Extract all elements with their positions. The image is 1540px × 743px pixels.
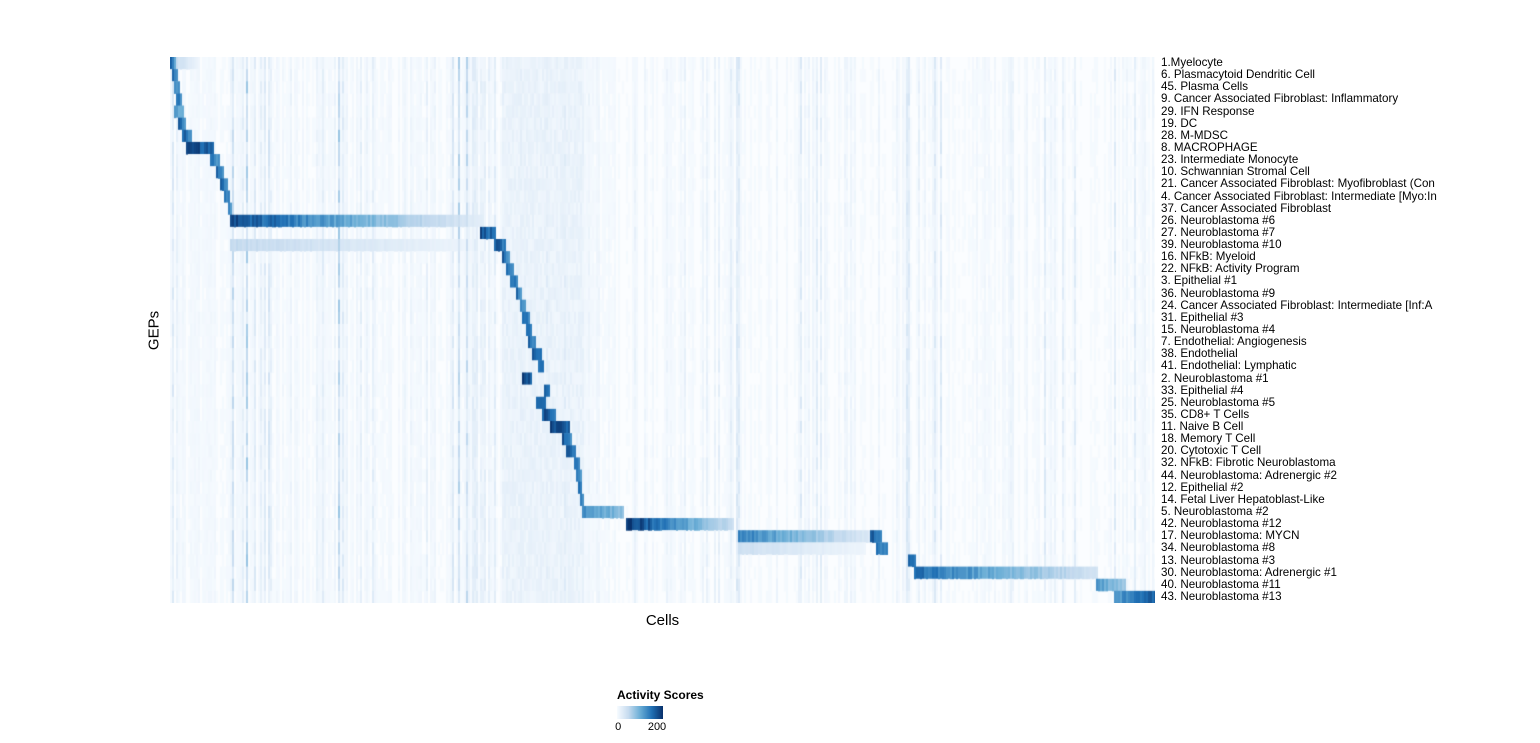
- row-label: 34. Neuroblastoma #8: [1161, 541, 1276, 555]
- row-label: 44. Neuroblastoma: Adrenergic #2: [1161, 468, 1337, 482]
- legend-tick-min: 0: [615, 721, 622, 733]
- row-label: 20. Cytotoxic T Cell: [1161, 444, 1262, 458]
- legend-title: Activity Scores: [617, 688, 704, 702]
- row-label: 35. CD8+ T Cells: [1161, 407, 1250, 421]
- row-label: 10. Schwannian Stromal Cell: [1161, 165, 1310, 179]
- row-label: 13. Neuroblastoma #3: [1161, 553, 1276, 567]
- row-label: 32. NFkB: Fibrotic Neuroblastoma: [1161, 456, 1336, 470]
- row-label: 29. IFN Response: [1161, 104, 1255, 118]
- row-label: 45. Plasma Cells: [1161, 80, 1248, 94]
- y-axis-label: GEPs: [145, 310, 163, 351]
- row-labels: 1.Myelocyte 6. Plasmacytoid Dendritic Cel…: [1161, 57, 1540, 603]
- heatmap-canvas: [170, 57, 1155, 603]
- row-label: 30. Neuroblastoma: Adrenergic #1: [1161, 565, 1337, 579]
- row-label: 7. Endothelial: Angiogenesis: [1161, 335, 1307, 349]
- row-label: 4. Cancer Associated Fibroblast: Interme…: [1161, 189, 1437, 203]
- row-label: 15. Neuroblastoma #4: [1161, 323, 1276, 336]
- row-label: 19. DC: [1161, 116, 1198, 130]
- row-label: 38. Endothelial: [1161, 347, 1238, 361]
- legend-gradient-bar: [617, 706, 663, 719]
- legend: Activity Scores 0 200: [615, 688, 737, 735]
- row-label: 41. Endothelial: Lymphatic: [1161, 359, 1297, 373]
- row-label: 42. Neuroblastoma #12: [1161, 517, 1282, 531]
- row-label: 8. MACROPHAGE: [1161, 141, 1258, 154]
- row-label: 2. Neuroblastoma #1: [1161, 371, 1269, 385]
- row-label: 9. Cancer Associated Fibroblast: Inflamm…: [1161, 92, 1399, 106]
- row-label: 11. Naive B Cell: [1161, 420, 1244, 434]
- row-label: 27. Neuroblastoma #7: [1161, 225, 1276, 239]
- row-label: 23. Intermediate Monocyte: [1161, 153, 1299, 167]
- x-axis-label: Cells: [645, 612, 680, 629]
- row-label: 33. Epithelial #4: [1161, 383, 1244, 397]
- row-label: 3. Epithelial #1: [1161, 274, 1238, 288]
- row-label: 5. Neuroblastoma #2: [1161, 505, 1269, 518]
- row-label: 18. Memory T Cell: [1161, 432, 1256, 446]
- row-label: 28. M-MDSC: [1161, 128, 1228, 142]
- legend-tick-max: 200: [647, 721, 667, 733]
- row-label: 16. NFkB: Myeloid: [1161, 250, 1256, 264]
- row-label: 1.Myelocyte: [1161, 56, 1223, 70]
- row-label: 21. Cancer Associated Fibroblast: Myofib…: [1161, 177, 1435, 191]
- row-label: 40. Neuroblastoma #11: [1161, 577, 1281, 591]
- row-label: 26. Neuroblastoma #6: [1161, 213, 1276, 227]
- row-label: 36. Neuroblastoma #9: [1161, 286, 1276, 300]
- row-label: 22. NFkB: Activity Program: [1161, 262, 1300, 276]
- legend-ticks: 0 200: [615, 721, 737, 735]
- row-label: 17. Neuroblastoma: MYCN: [1161, 529, 1300, 543]
- row-label: 14. Fetal Liver Hepatoblast-Like: [1161, 492, 1325, 506]
- row-label: 25. Neuroblastoma #5: [1161, 395, 1276, 409]
- row-label: 24. Cancer Associated Fibroblast: Interm…: [1161, 298, 1433, 312]
- row-label: 39. Neuroblastoma #10: [1161, 238, 1282, 252]
- row-label: 31. Epithelial #3: [1161, 310, 1244, 324]
- row-label: 37. Cancer Associated Fibroblast: [1161, 201, 1332, 215]
- row-label: 12. Epithelial #2: [1161, 480, 1244, 494]
- row-label: 43. Neuroblastoma #13: [1161, 589, 1282, 603]
- row-label: 6. Plasmacytoid Dendritic Cell: [1161, 68, 1315, 82]
